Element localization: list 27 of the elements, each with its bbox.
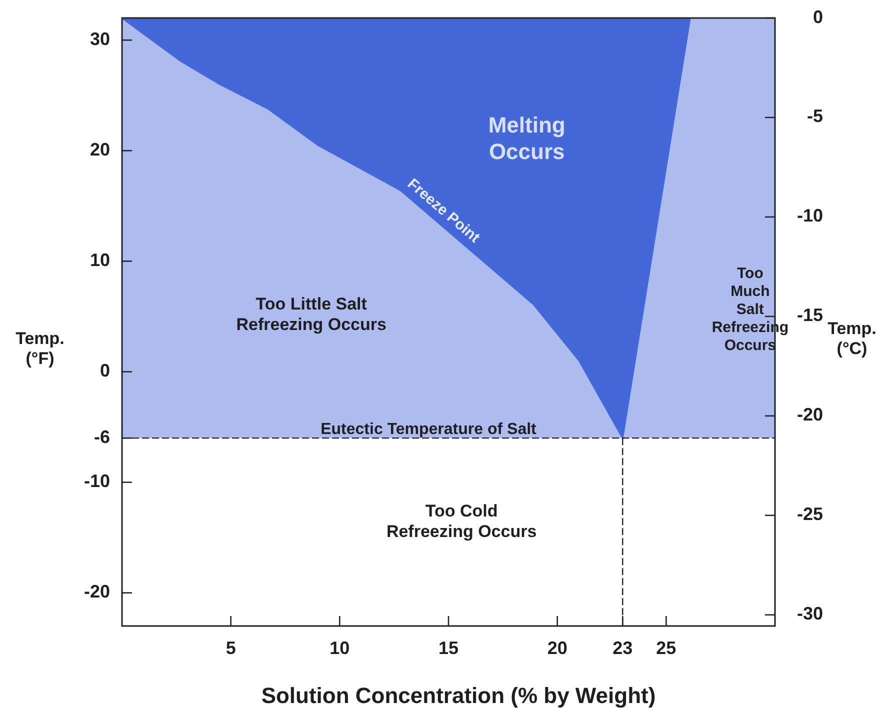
x-axis-title: Solution Concentration (% by Weight) <box>261 683 656 708</box>
y2-tick-label: -5 <box>806 106 823 126</box>
y-tick-label: -6 <box>94 426 110 447</box>
x-tick-label: 15 <box>438 638 459 658</box>
y2-tick-label: 0 <box>812 6 823 27</box>
y2-tick-label: -25 <box>796 504 823 524</box>
y2-axis-title: Temp. (°C) <box>828 319 876 359</box>
y-tick-label: 10 <box>90 250 110 270</box>
y2-tick-label: -15 <box>796 305 823 326</box>
x-tick-label: 23 <box>612 638 633 658</box>
y-tick-label: -10 <box>84 471 110 492</box>
annotation: Melting Occurs <box>488 112 566 164</box>
y-tick-label: 30 <box>90 28 110 49</box>
x-tick-label: 5 <box>226 638 236 658</box>
y2-tick-label: -20 <box>796 404 823 425</box>
y-tick-label: -20 <box>84 582 110 602</box>
y-tick-label: 0 <box>100 360 110 380</box>
y2-tick-label: -10 <box>796 206 823 226</box>
y-axis-title: Temp. (°F) <box>16 329 64 369</box>
y2-tick-label: -30 <box>796 604 823 624</box>
x-tick-label: 10 <box>330 638 350 658</box>
x-tick-label: 25 <box>656 638 676 658</box>
annotation: Too Little Salt Refreezing Occurs <box>236 295 386 335</box>
x-tick-label: 20 <box>547 638 568 658</box>
y-tick-label: 20 <box>90 139 110 160</box>
ref-line-label: Eutectic Temperature of Salt <box>320 421 538 438</box>
annotation: Too Cold Refreezing Occurs <box>386 502 537 542</box>
